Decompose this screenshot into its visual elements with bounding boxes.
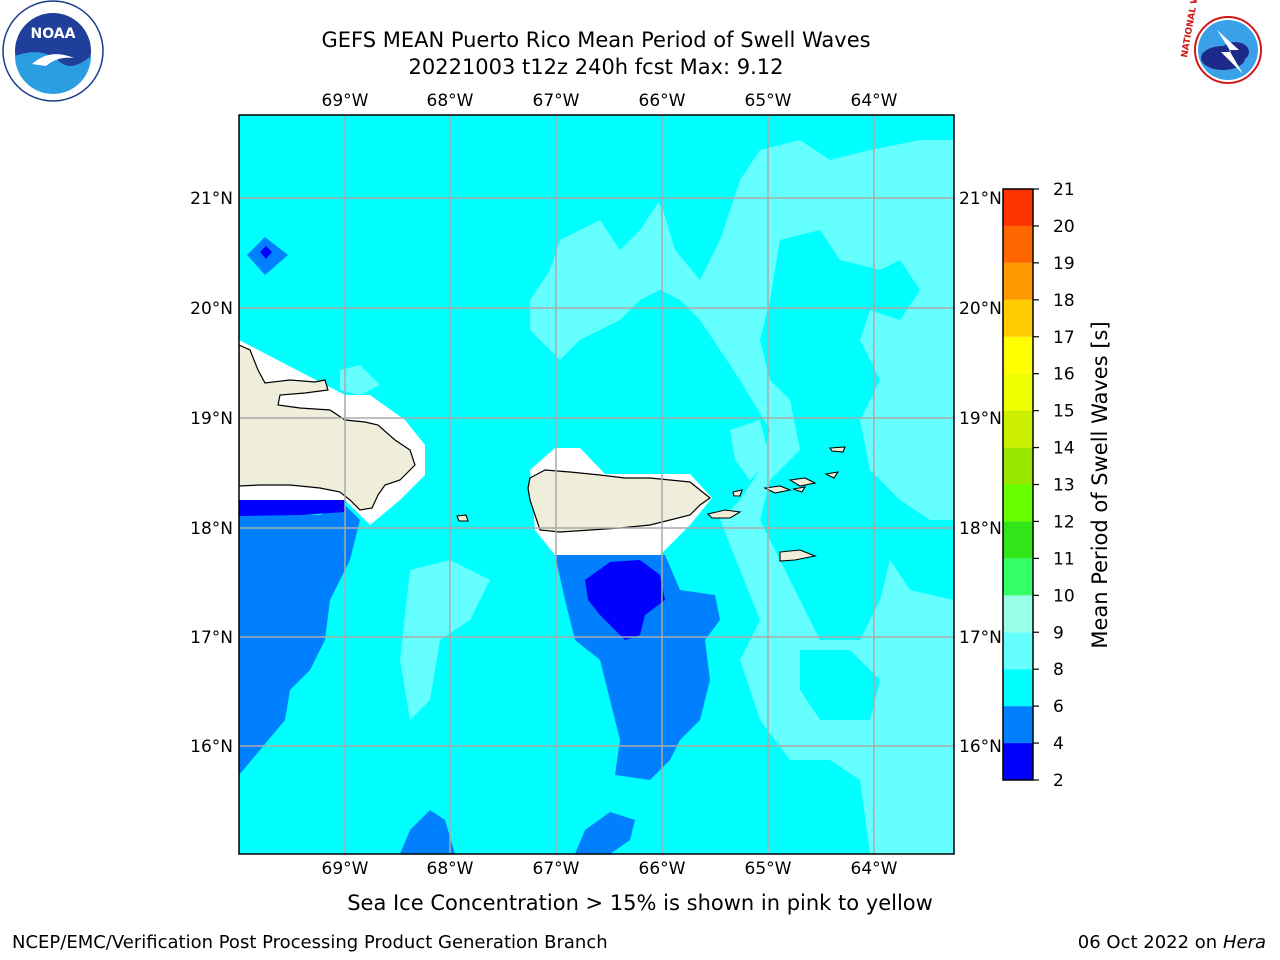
lat-tick-label-left: 18°N [190,519,233,539]
colorbar-tick-label: 9 [1053,623,1064,643]
colorbar-tick-label: 6 [1053,697,1064,717]
colorbar-segment [1003,373,1033,411]
colorbar: 2 4 6 8 9 10 11 12 13 14 15 16 17 18 19 20 21 Mean Period… [1002,180,1112,791]
colorbar-tick-label: 19 [1053,254,1075,274]
footer-date: 06 Oct 2022 on Hera [1078,932,1266,953]
colorbar-segment [1003,521,1033,559]
noaa-logo-icon: NOAA [2,0,104,102]
sea-ice-note: Sea Ice Concentration > 15% is shown in … [347,891,933,915]
lon-tick-label-top: 65°W [745,91,792,111]
lat-tick-label-right: 18°N [959,519,1002,539]
lon-tick-label-top: 68°W [427,91,474,111]
puerto-rico-land [527,469,712,533]
lat-tick-label-right: 20°N [959,299,1002,319]
lon-tick-label-bottom: 65°W [745,859,792,879]
colorbar-segment [1003,447,1033,485]
colorbar-segment [1003,189,1033,226]
colorbar-tick-label: 20 [1053,217,1075,237]
lat-tick-label-left: 20°N [190,299,233,319]
colorbar-segment [1003,632,1033,670]
colorbar-tick-label: 16 [1053,365,1075,385]
map-frame [238,114,955,855]
sea-2-4-regions [239,246,665,640]
colorbar-tick-label: 4 [1053,734,1064,754]
lat-tick-label-right: 17°N [959,628,1002,648]
footer-host: Hera [1222,932,1266,953]
colorbar-tick-label: 15 [1053,402,1075,422]
lon-tick-label-top: 69°W [322,91,369,111]
colorbar-tick-label: 13 [1053,476,1075,496]
colorbar-tick-label: 14 [1053,439,1075,459]
colorbar-tick-label: 10 [1053,586,1075,606]
colorbar-segment [1003,299,1033,337]
colorbar-tick-label: 17 [1053,328,1075,348]
lat-tick-label-right: 21°N [959,189,1002,209]
colorbar-tick-label: 21 [1053,180,1075,200]
colorbar-segment [1003,225,1033,263]
lon-tick-label-bottom: 67°W [533,859,580,879]
colorbar-segment [1003,595,1033,633]
colorbar-tick-label: 12 [1053,512,1075,532]
lon-tick-label-bottom: 69°W [322,859,369,879]
colorbar-segment [1003,410,1033,448]
chart-subtitle: 20221003 t12z 240h fcst Max: 9.12 [408,55,784,79]
colorbar-segment [1003,336,1033,374]
hispaniola-land [239,344,416,511]
colorbar-segment [1003,669,1033,707]
colorbar-tick-label: 8 [1053,660,1064,680]
colorbar-segment [1003,743,1033,780]
lat-tick-label-right: 19°N [959,409,1002,429]
footer-organization: NCEP/EMC/Verification Post Processing Pr… [12,932,608,953]
lat-tick-label-left: 17°N [190,628,233,648]
colorbar-tick-label: 18 [1053,291,1075,311]
colorbar-segment [1003,484,1033,522]
lon-tick-label-bottom: 68°W [427,859,474,879]
lat-tick-label-left: 21°N [190,189,233,209]
colorbar-label: Mean Period of Swell Waves [s] [1088,321,1112,648]
lat-tick-label-left: 19°N [190,409,233,429]
colorbar-tick-label: 11 [1053,549,1075,569]
colorbar-segment [1003,558,1033,596]
lat-tick-label-right: 16°N [959,737,1002,757]
colorbar-segment [1003,706,1033,744]
lon-tick-label-top: 66°W [639,91,686,111]
virgin-islands-land [456,446,846,562]
nws-logo-icon: NATIONAL WEATHER SERVICE [1180,0,1276,98]
sea-4-6-regions [239,237,720,854]
lon-tick-label-bottom: 66°W [639,859,686,879]
footer-date-text: 06 Oct 2022 on [1077,932,1223,953]
lat-tick-label-left: 16°N [190,737,233,757]
colorbar-tick-label: 2 [1053,771,1064,791]
chart-title: GEFS MEAN Puerto Rico Mean Period of Swe… [321,28,871,52]
lon-tick-label-bottom: 64°W [851,859,898,879]
lon-tick-label-top: 64°W [851,91,898,111]
noaa-logo-text: NOAA [31,26,76,42]
colorbar-segment [1003,262,1033,300]
map-tick-labels: 69°W 69°W 68°W 68°W 67°W 67°W 66°W 66°W 65°W 65°W… [190,91,1002,879]
sea-6-8-patches [640,150,954,720]
lon-tick-label-top: 67°W [533,91,580,111]
map-gridlines [239,115,954,854]
